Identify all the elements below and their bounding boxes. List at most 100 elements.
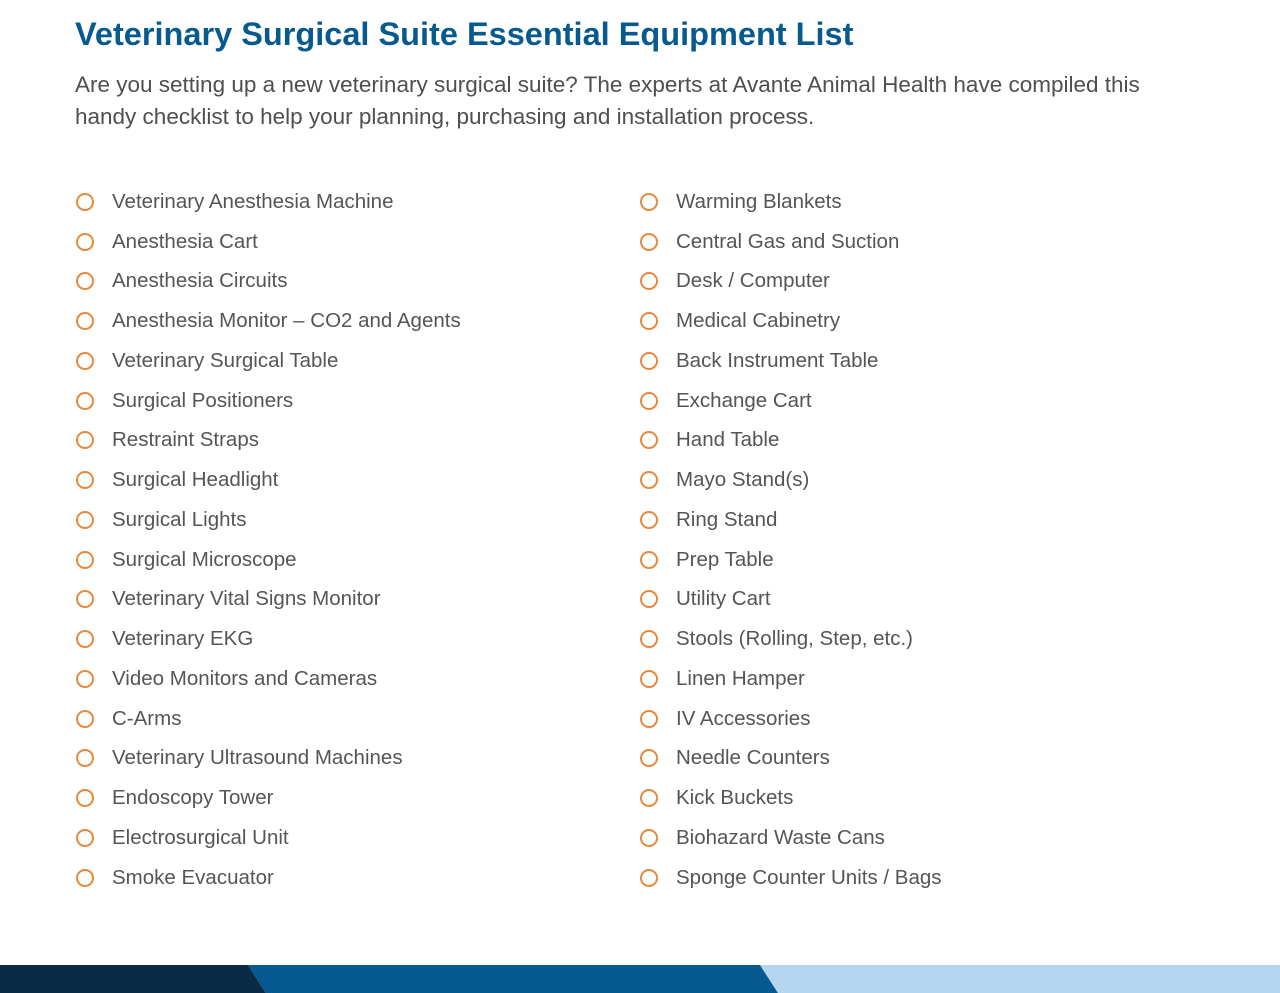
checklist-item-label: Surgical Headlight — [112, 468, 279, 492]
checklist-item: Anesthesia Circuits — [76, 262, 461, 302]
checklist-item-label: Warming Blankets — [676, 189, 842, 213]
checklist-item-label: Veterinary Ultrasound Machines — [112, 746, 403, 770]
checklist-item: C-Arms — [76, 699, 461, 739]
checklist-item: Electrosurgical Unit — [76, 818, 461, 858]
checkbox-circle-icon[interactable] — [640, 312, 658, 331]
checklist-item: Restraint Straps — [76, 421, 461, 461]
checkbox-circle-icon[interactable] — [76, 351, 94, 370]
checklist-item-label: Prep Table — [676, 547, 774, 571]
checklist-item: Warming Blankets — [640, 182, 942, 222]
checklist-item: Linen Hamper — [640, 659, 942, 699]
checkbox-circle-icon[interactable] — [76, 828, 94, 847]
checklist-item-label: Veterinary Anesthesia Machine — [112, 189, 394, 213]
checklist-item: Surgical Microscope — [76, 540, 461, 580]
checklist-item-label: Veterinary Vital Signs Monitor — [112, 587, 381, 611]
checklist-item: Surgical Lights — [76, 500, 461, 540]
checklist-item-label: Mayo Stand(s) — [676, 468, 810, 492]
checklist-item-label: Sponge Counter Units / Bags — [676, 865, 942, 889]
checklist-item-label: Utility Cart — [676, 587, 771, 611]
checkbox-circle-icon[interactable] — [76, 590, 94, 609]
checklist-item-label: Veterinary EKG — [112, 627, 254, 651]
checklist-item: Back Instrument Table — [640, 341, 942, 381]
checklist-item-label: Kick Buckets — [676, 786, 794, 810]
checkbox-circle-icon[interactable] — [640, 391, 658, 410]
checklist-item-label: Surgical Microscope — [112, 547, 297, 571]
checklist-item: Desk / Computer — [640, 262, 942, 302]
checklist-item: Veterinary Ultrasound Machines — [76, 739, 461, 779]
checklist-item-label: Exchange Cart — [676, 388, 812, 412]
checkbox-circle-icon[interactable] — [76, 789, 94, 808]
checklist-item-label: Biohazard Waste Cans — [676, 825, 885, 849]
checkbox-circle-icon[interactable] — [76, 510, 94, 529]
checkbox-circle-icon[interactable] — [640, 232, 658, 251]
checklist-item: Surgical Positioners — [76, 381, 461, 421]
checklist-item-label: Electrosurgical Unit — [112, 825, 289, 849]
checklist-item-label: Central Gas and Suction — [676, 229, 900, 253]
checklist-item-label: Stools (Rolling, Step, etc.) — [676, 627, 913, 651]
checklist-item: Anesthesia Monitor – CO2 and Agents — [76, 301, 461, 341]
checkbox-circle-icon[interactable] — [640, 590, 658, 609]
checkbox-circle-icon[interactable] — [76, 272, 94, 291]
checklist-item: Surgical Headlight — [76, 460, 461, 500]
checklist-right-column: Warming Blankets Central Gas and Suction D… — [640, 182, 942, 898]
checkbox-circle-icon[interactable] — [76, 431, 94, 450]
checklist-item-label: Restraint Straps — [112, 428, 259, 452]
checkbox-circle-icon[interactable] — [76, 391, 94, 410]
checkbox-circle-icon[interactable] — [640, 192, 658, 211]
checklist-item: Kick Buckets — [640, 778, 942, 818]
intro-paragraph: Are you setting up a new veterinary surg… — [75, 72, 1140, 129]
checkbox-circle-icon[interactable] — [76, 312, 94, 331]
checkbox-circle-icon[interactable] — [640, 709, 658, 728]
checkbox-circle-icon[interactable] — [76, 550, 94, 569]
checklist-item-label: IV Accessories — [676, 706, 811, 730]
checkbox-circle-icon[interactable] — [76, 232, 94, 251]
footer-band-dark-segment — [0, 965, 266, 993]
checklist-item: Biohazard Waste Cans — [640, 818, 942, 858]
checkbox-circle-icon[interactable] — [640, 351, 658, 370]
checklist-item: Central Gas and Suction — [640, 222, 942, 262]
checkbox-circle-icon[interactable] — [640, 749, 658, 768]
checkbox-circle-icon[interactable] — [640, 471, 658, 490]
checklist-item: Endoscopy Tower — [76, 778, 461, 818]
checklist-item: Veterinary Surgical Table — [76, 341, 461, 381]
checklist-item-label: Medical Cabinetry — [676, 309, 841, 333]
checklist-item-label: Back Instrument Table — [676, 348, 879, 372]
checkbox-circle-icon[interactable] — [640, 272, 658, 291]
checkbox-circle-icon[interactable] — [76, 669, 94, 688]
checklist-item-label: Anesthesia Cart — [112, 229, 258, 253]
checklist-item-label: Hand Table — [676, 428, 780, 452]
checklist-item-label: Needle Counters — [676, 746, 830, 770]
checkbox-circle-icon[interactable] — [640, 550, 658, 569]
checkbox-circle-icon[interactable] — [640, 510, 658, 529]
checklist-item-label: Endoscopy Tower — [112, 786, 274, 810]
checkbox-circle-icon[interactable] — [76, 749, 94, 768]
checklist-item: Medical Cabinetry — [640, 301, 942, 341]
footer-band — [0, 965, 1280, 993]
checkbox-circle-icon[interactable] — [640, 789, 658, 808]
checklist-item-label: Anesthesia Monitor – CO2 and Agents — [112, 309, 461, 333]
checklist-item-label: Desk / Computer — [676, 269, 830, 293]
checkbox-circle-icon[interactable] — [76, 192, 94, 211]
checklist-item-label: Surgical Positioners — [112, 388, 294, 412]
checklist-item: Anesthesia Cart — [76, 222, 461, 262]
checklist-item: Video Monitors and Cameras — [76, 659, 461, 699]
checkbox-circle-icon[interactable] — [76, 630, 94, 649]
checklist-item: Ring Stand — [640, 500, 942, 540]
checklist-item: Veterinary Anesthesia Machine — [76, 182, 461, 222]
checkbox-circle-icon[interactable] — [76, 709, 94, 728]
checkbox-circle-icon[interactable] — [76, 868, 94, 887]
checklist-item-label: Surgical Lights — [112, 507, 247, 531]
checkbox-circle-icon[interactable] — [640, 669, 658, 688]
checklist-item-label: Veterinary Surgical Table — [112, 348, 339, 372]
checklist-item: Prep Table — [640, 540, 942, 580]
checklist-item: Needle Counters — [640, 739, 942, 779]
checkbox-circle-icon[interactable] — [640, 868, 658, 887]
checklist-item: Hand Table — [640, 421, 942, 461]
checklist-item: IV Accessories — [640, 699, 942, 739]
checkbox-circle-icon[interactable] — [640, 630, 658, 649]
checkbox-circle-icon[interactable] — [640, 828, 658, 847]
checkbox-circle-icon[interactable] — [76, 471, 94, 490]
checklist-item-label: C-Arms — [112, 706, 182, 730]
checklist-left-column: Veterinary Anesthesia Machine Anesthesia … — [76, 182, 461, 898]
checkbox-circle-icon[interactable] — [640, 431, 658, 450]
